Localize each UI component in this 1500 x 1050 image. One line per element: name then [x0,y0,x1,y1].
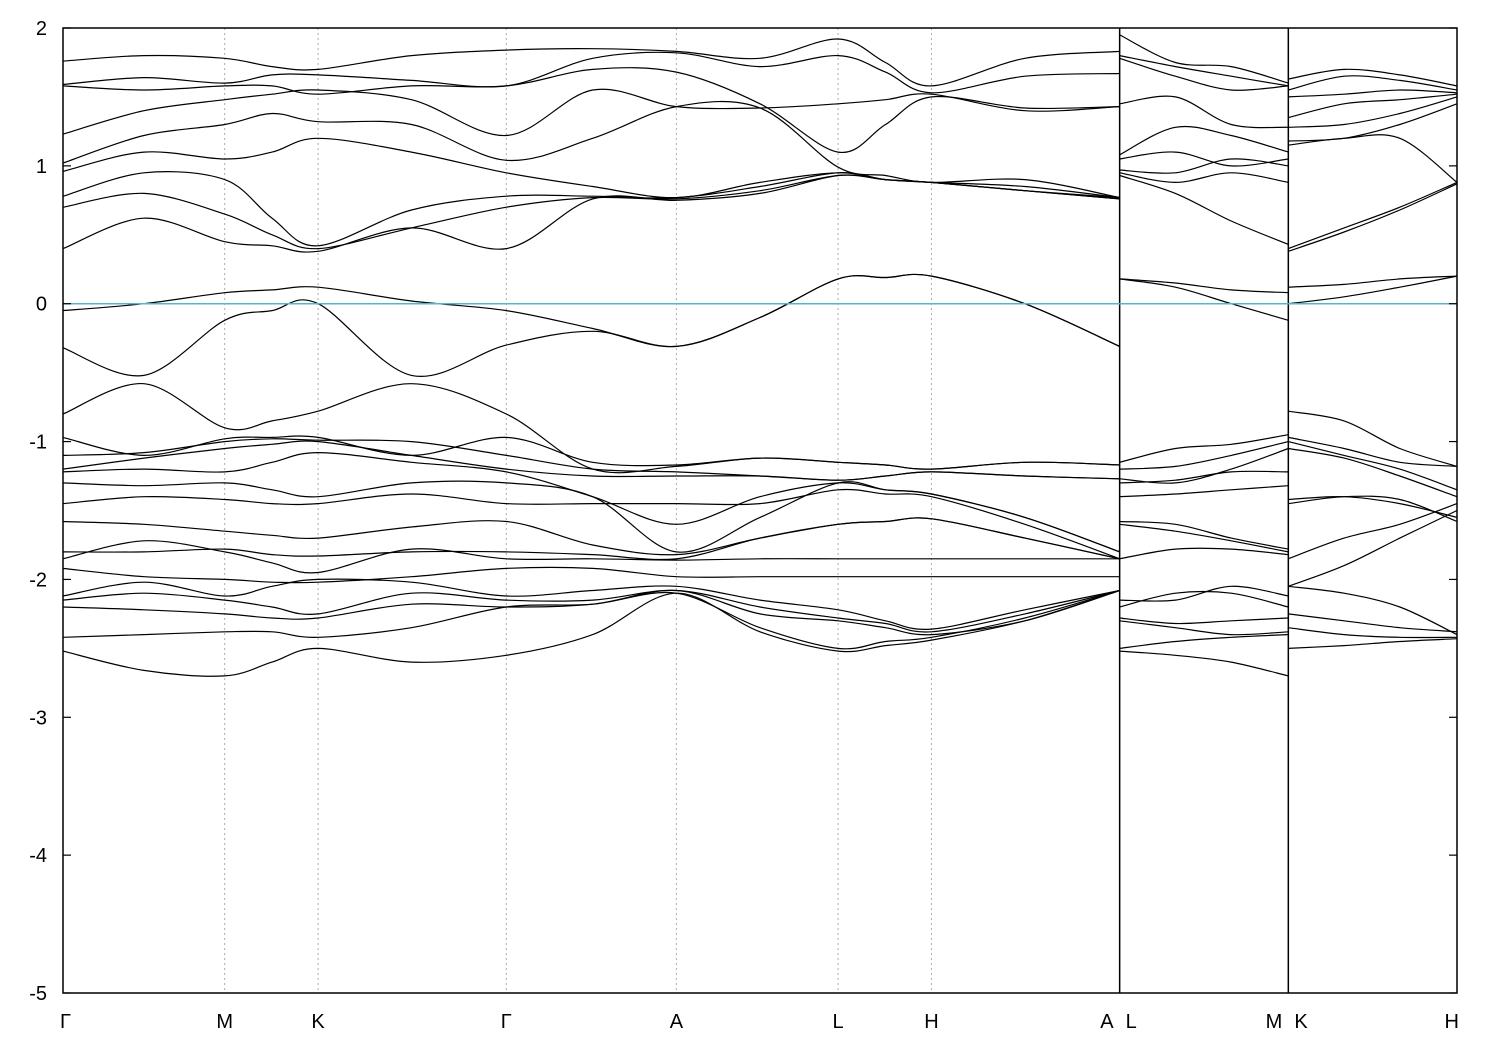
band-seg0-11 [62,383,1120,474]
x-tick-label: M [216,1011,233,1033]
x-tick-label: H [1445,1011,1459,1033]
band-seg0-17 [62,488,1120,560]
y-tick-label: -1 [29,432,47,454]
band-seg2-16 [1288,495,1458,523]
band-seg0-13 [62,438,1120,481]
band-seg2-19 [1288,585,1458,636]
band-seg0-5 [62,137,1120,199]
band-seg2-9 [1288,275,1458,288]
band-seg2-11 [1288,410,1458,467]
band-seg2-0 [1288,68,1458,87]
k-point-gridlines [224,28,932,993]
band-seg2-1 [1288,75,1458,91]
y-tick-label: -5 [29,983,47,1005]
band-seg1-20 [1119,590,1289,608]
band-seg0-23 [62,589,1120,633]
band-seg0-21 [62,566,1120,584]
band-seg0-12 [62,435,1120,470]
band-seg0-19 [62,517,1120,561]
band-seg1-24 [1119,634,1289,649]
band-seg1-2 [1119,57,1289,91]
x-tick-label: Γ [501,1011,512,1033]
band-seg1-19 [1119,585,1289,602]
x-tick-label: L [833,1011,844,1033]
band-seg1-13 [1119,447,1289,484]
band-seg2-14 [1288,447,1458,498]
band-seg2-10 [1288,275,1458,305]
band-seg2-2 [1288,89,1458,98]
band-seg0-3 [62,88,1120,137]
band-seg1-17 [1119,523,1289,553]
band-seg0-14 [62,440,1120,481]
band-seg1-12 [1119,441,1289,470]
segment-break-lines [1118,28,1290,993]
band-seg0-6 [62,171,1120,247]
band-seg2-20 [1288,613,1458,633]
band-seg1-18 [1119,547,1289,560]
band-seg2-3 [1288,93,1458,119]
band-seg0-10 [62,273,1120,378]
x-tick-label: K [1294,1011,1308,1033]
y-tick-label: -4 [29,845,47,867]
x-tick-label: L [1126,1011,1137,1033]
band-seg1-22 [1119,620,1289,636]
y-tick-label: -3 [29,707,47,729]
band-seg0-24 [62,589,1120,636]
band-seg1-10 [1119,278,1289,321]
band-seg1-7 [1119,172,1289,183]
y-tick-label: 0 [36,294,47,316]
band-seg0-20 [62,540,1120,574]
x-tick-label: A [1100,1011,1114,1033]
x-tick-label: M [1266,1011,1283,1033]
band-seg1-15 [1119,485,1289,498]
y-tick-label: 2 [36,18,47,40]
x-tick-label: Γ [60,1011,71,1033]
band-seg1-1 [1119,55,1289,87]
band-seg2-22 [1288,638,1458,649]
band-seg2-6 [1288,134,1458,183]
band-seg0-16 [62,480,1120,553]
band-seg2-4 [1288,96,1458,128]
band-seg0-8 [62,174,1120,253]
band-seg1-6 [1119,158,1289,174]
band-seg2-5 [1288,103,1458,142]
y-tick-label: 1 [36,156,47,178]
band-seg1-3 [1119,95,1289,129]
band-seg2-21 [1288,627,1458,639]
band-seg1-9 [1119,278,1289,294]
y-tick-label: -2 [29,569,47,591]
x-tick-label: K [311,1011,325,1033]
band-seg0-9 [62,273,1120,348]
band-seg0-2 [62,67,1120,153]
band-seg1-0 [1119,34,1289,84]
band-seg1-16 [1119,520,1289,550]
band-seg1-11 [1119,434,1289,463]
band-seg0-0 [62,38,1120,87]
band-seg2-13 [1288,441,1458,491]
band-seg2-17 [1288,503,1458,560]
band-seg1-14 [1119,470,1289,484]
band-seg1-23 [1119,650,1289,677]
band-seg0-25 [62,589,1120,650]
plot-frame [62,27,1458,994]
band-seg1-8 [1119,174,1289,245]
band-seg1-4 [1119,125,1289,156]
band-seg0-22 [62,578,1120,630]
band-seg0-26 [62,589,1120,677]
band-seg2-12 [1288,436,1458,467]
x-tick-label: H [924,1011,938,1033]
band-seg2-7 [1288,181,1458,250]
y-axis-ticks: 2 1 0 -1 -2 -3 -4 -5 [29,18,1457,1005]
band-seg1-21 [1119,617,1289,625]
band-seg0-1 [62,51,1120,94]
band-seg1-5 [1119,151,1289,167]
band-lines [62,34,1458,677]
x-tick-label: A [670,1011,684,1033]
band-seg2-18 [1288,509,1458,587]
band-seg2-8 [1288,183,1458,252]
